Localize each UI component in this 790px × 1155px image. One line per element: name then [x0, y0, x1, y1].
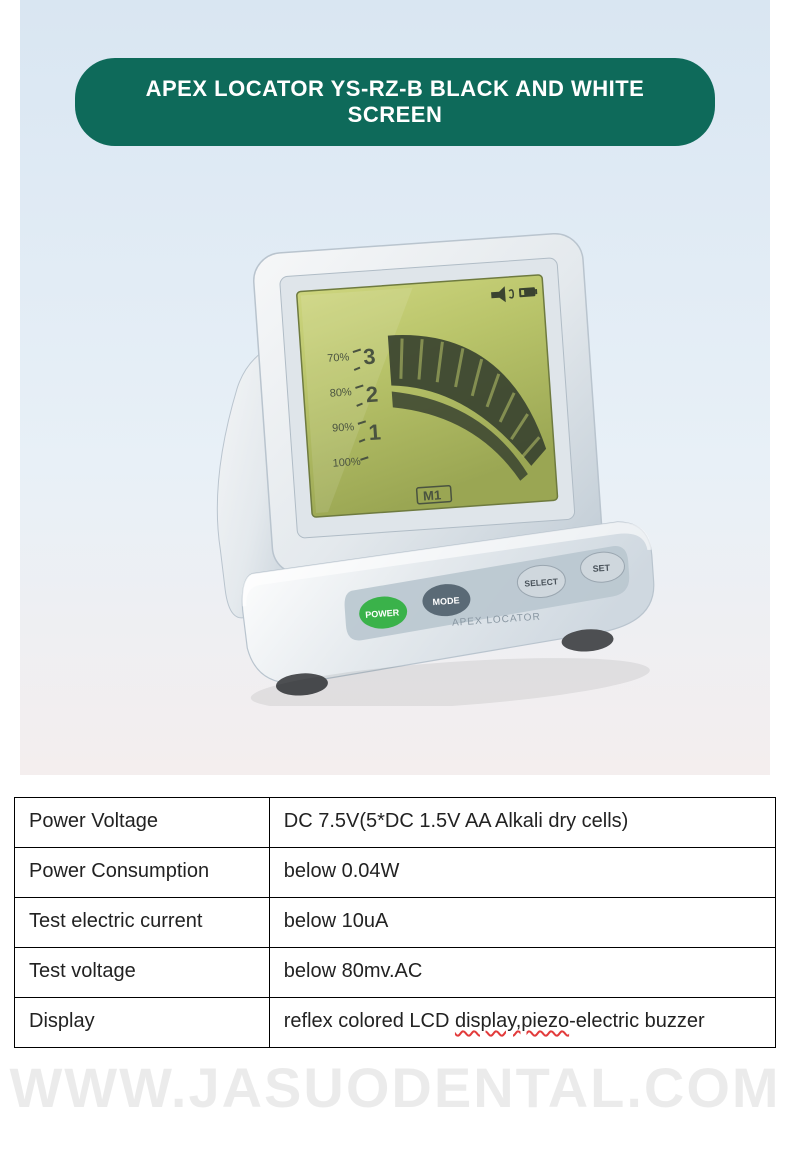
table-row: Power Consumption below 0.04W	[15, 848, 776, 898]
spec-value: DC 7.5V(5*DC 1.5V AA Alkali dry cells)	[269, 798, 775, 848]
spec-table: Power Voltage DC 7.5V(5*DC 1.5V AA Alkal…	[14, 797, 776, 1048]
spec-key: Test electric current	[15, 898, 270, 948]
mode-indicator: M1	[423, 487, 442, 503]
scale-number: 1	[368, 419, 382, 445]
scale-label: 100%	[332, 456, 361, 470]
scale-label: 90%	[332, 421, 355, 435]
svg-text:SET: SET	[592, 563, 611, 574]
spec-key: Display	[15, 998, 270, 1048]
table-row: Test voltage below 80mv.AC	[15, 948, 776, 998]
table-row: Power Voltage DC 7.5V(5*DC 1.5V AA Alkal…	[15, 798, 776, 848]
hero-panel: APEX LOCATOR YS-RZ-B BLACK AND WHITE SCR…	[20, 0, 770, 775]
spec-value: below 80mv.AC	[269, 948, 775, 998]
spec-key: Power Consumption	[15, 848, 270, 898]
apex-locator-device: 70% 80% 90% 100% 3 2 1	[135, 186, 655, 706]
table-row: Test electric current below 10uA	[15, 898, 776, 948]
svg-text:MODE: MODE	[432, 595, 460, 607]
device-illustration: 70% 80% 90% 100% 3 2 1	[50, 186, 740, 706]
product-title: APEX LOCATOR YS-RZ-B BLACK AND WHITE SCR…	[75, 58, 715, 146]
scale-label: 80%	[329, 386, 352, 400]
scale-label: 70%	[327, 351, 350, 365]
scale-number: 2	[365, 381, 379, 407]
spec-value: below 10uA	[269, 898, 775, 948]
spec-key: Power Voltage	[15, 798, 270, 848]
spec-value: reflex colored LCD display,piezo-electri…	[269, 998, 775, 1048]
scale-number: 3	[362, 344, 376, 370]
spec-key: Test voltage	[15, 948, 270, 998]
table-row: Display reflex colored LCD display,piezo…	[15, 998, 776, 1048]
spec-value: below 0.04W	[269, 848, 775, 898]
watermark: WWW.JASUODENTAL.COM	[0, 1055, 790, 1120]
